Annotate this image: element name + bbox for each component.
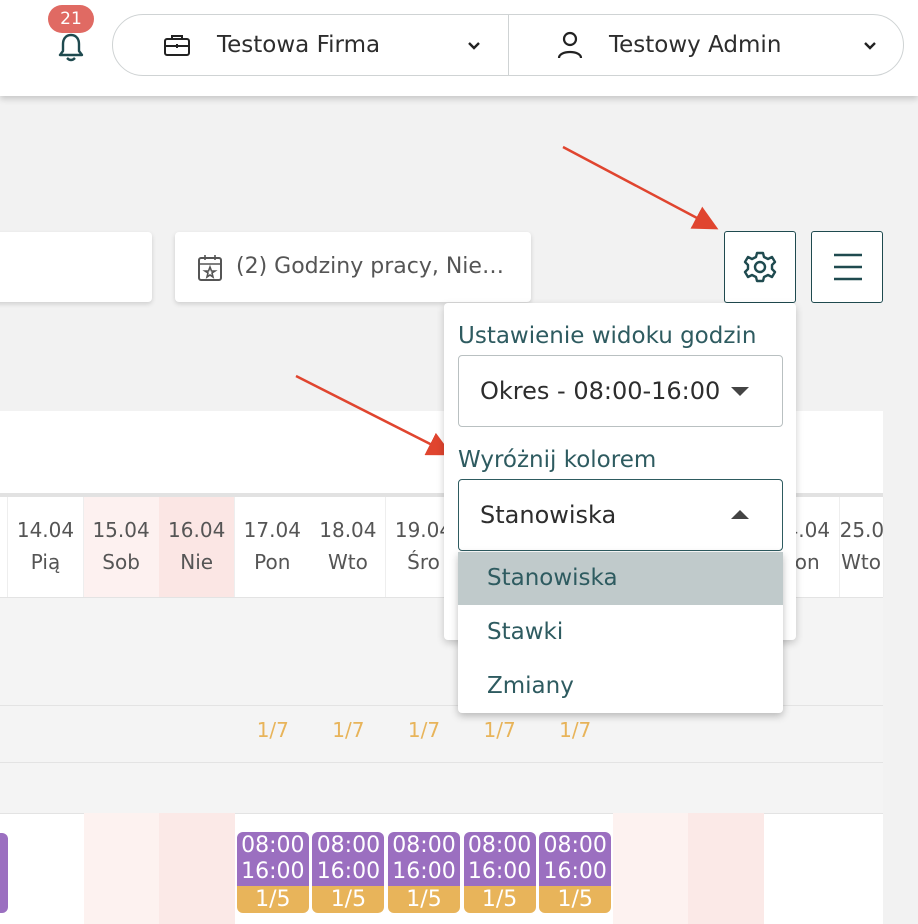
- staff-count: 1/7: [332, 718, 365, 742]
- hours-view-value: Okres - 08:00-16:00: [480, 377, 721, 405]
- day-header: 17.04 Pon: [234, 497, 311, 597]
- filter-label: (2) Godziny pracy, Nie…: [236, 254, 504, 279]
- color-options: Stanowiska Stawki Zmiany: [458, 552, 783, 713]
- shift-end: 16:00: [543, 859, 607, 884]
- shift-block-clipped: [0, 833, 8, 913]
- shift-times: 08:00 16:00: [388, 832, 460, 886]
- staff-count: 1/7: [407, 718, 441, 742]
- day-date: 15.04: [92, 518, 150, 542]
- shift-count: 1/5: [463, 886, 536, 913]
- color-select[interactable]: Stanowiska: [458, 479, 783, 551]
- day-date: 17.04: [243, 518, 301, 542]
- caret-up: [731, 510, 749, 519]
- day-name: Śro: [407, 550, 440, 574]
- day-date: 25.04: [839, 518, 884, 542]
- settings-button[interactable]: [724, 231, 796, 303]
- shift-block[interactable]: 08:00 16:00 1/5: [388, 832, 460, 913]
- header-left-edge: [0, 497, 8, 597]
- user-icon: [557, 31, 583, 59]
- top-bar: 21 Testowa Firma Testowy Admin: [0, 0, 918, 96]
- shift-count: 1/5: [388, 886, 460, 913]
- day-header: 15.04 Sob: [83, 497, 160, 597]
- day-name: Pon: [254, 550, 291, 574]
- day-date: 14.04: [16, 518, 75, 542]
- staff-count: 1/7: [256, 718, 289, 742]
- color-value: Stanowiska: [480, 501, 617, 529]
- shift-start: 08:00: [241, 833, 305, 858]
- weekend-column: [688, 813, 765, 924]
- color-option[interactable]: Zmiany: [487, 673, 574, 699]
- briefcase-icon: [164, 35, 190, 56]
- row-divider: [0, 705, 883, 706]
- shift-block[interactable]: 08:00 16:00 1/5: [463, 832, 536, 913]
- shift-start: 08:00: [392, 833, 456, 858]
- menu-button[interactable]: [811, 231, 883, 303]
- bell-icon[interactable]: [56, 32, 86, 62]
- shift-end: 16:00: [241, 859, 305, 884]
- row-divider: [0, 762, 883, 763]
- shift-end: 16:00: [316, 859, 381, 884]
- color-option[interactable]: Stawki: [487, 619, 564, 645]
- day-date: 19.04: [394, 518, 453, 542]
- day-name: Sob: [102, 550, 140, 574]
- filter-button[interactable]: (2) Godziny pracy, Nie…: [175, 232, 531, 302]
- day-date: 18.04: [319, 518, 377, 542]
- shift-block[interactable]: 08:00 16:00 1/5: [312, 832, 385, 913]
- company-name[interactable]: Testowa Firma: [217, 32, 381, 58]
- shift-end: 16:00: [392, 859, 456, 884]
- day-header: 25.04 Wto: [839, 497, 884, 597]
- shift-times: 08:00 16:00: [236, 832, 309, 886]
- shift-count: 1/5: [539, 886, 612, 913]
- shift-count: 1/5: [236, 886, 309, 913]
- caret-down: [731, 387, 749, 396]
- annotation-arrow: [562, 145, 719, 230]
- day-name: Wto: [327, 550, 368, 574]
- staff-count: 1/7: [559, 718, 592, 742]
- day-date: 16.04: [168, 518, 226, 542]
- day-name: Nie: [180, 550, 214, 574]
- hours-view-label: Ustawienie widoku godzin: [458, 323, 757, 349]
- shift-times: 08:00 16:00: [539, 832, 612, 886]
- shift-times: 08:00 16:00: [463, 832, 536, 886]
- shift-start: 08:00: [316, 833, 381, 858]
- notification-badge[interactable]: 21: [48, 5, 94, 33]
- staff-count: 1/7: [483, 718, 516, 742]
- account-switcher: Testowa Firma Testowy Admin: [112, 14, 904, 76]
- shift-end: 16:00: [467, 859, 532, 884]
- shift-block[interactable]: 08:00 16:00 1/5: [236, 832, 309, 913]
- shift-block[interactable]: 08:00 16:00 1/5: [539, 832, 612, 913]
- day-header: 16.04 Nie: [159, 497, 236, 597]
- chevron: [864, 42, 876, 50]
- user-name[interactable]: Testowy Admin: [609, 32, 782, 58]
- day-name: Pią: [30, 550, 61, 574]
- hamburger-icon: [834, 253, 862, 281]
- color-label: Wyróżnij kolorem: [458, 447, 657, 473]
- search-box[interactable]: [0, 232, 152, 302]
- shift-start: 08:00: [467, 833, 532, 858]
- separator: [508, 15, 509, 75]
- shift-times: 08:00 16:00: [312, 832, 385, 886]
- hours-view-select[interactable]: Okres - 08:00-16:00: [458, 355, 783, 427]
- shift-count: 1/5: [312, 886, 385, 913]
- day-header: 18.04 Wto: [310, 497, 387, 597]
- color-option[interactable]: Stanowiska: [458, 552, 783, 605]
- gear-icon: [743, 251, 777, 283]
- calendar-icon: [198, 255, 222, 281]
- chevron: [468, 42, 480, 50]
- day-name: Wto: [841, 550, 882, 574]
- shift-start: 08:00: [543, 833, 607, 858]
- weekend-column: [83, 813, 160, 924]
- day-header: 14.04 Pią: [8, 497, 84, 597]
- weekend-column: [159, 813, 236, 924]
- weekend-column: [612, 813, 689, 924]
